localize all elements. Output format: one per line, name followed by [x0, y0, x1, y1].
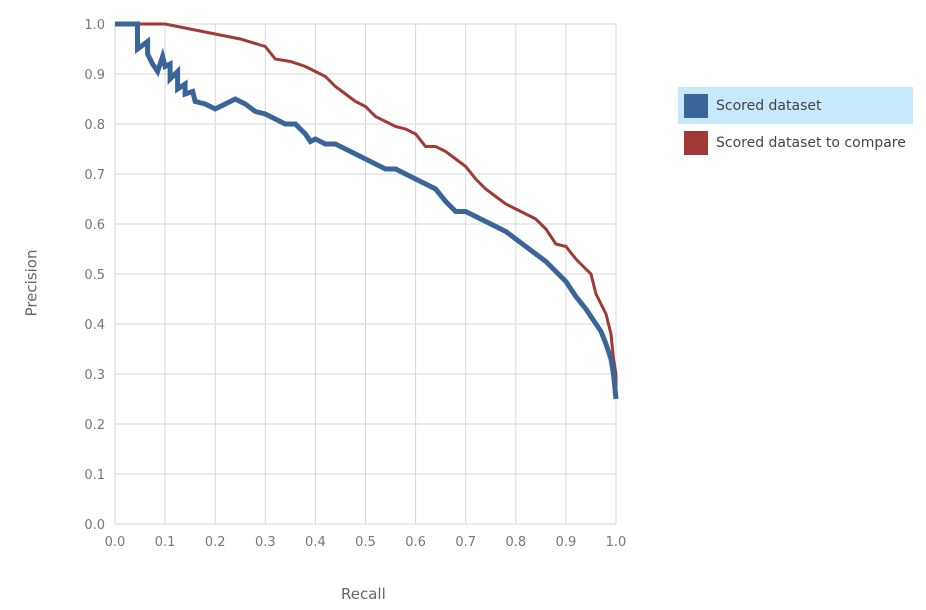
x-tick-label: 0.5	[355, 535, 376, 550]
y-tick-label: 0.6	[84, 218, 105, 233]
series-line-0[interactable]	[115, 21, 619, 400]
y-axis-title: Precision	[22, 249, 41, 317]
legend-swatch-scored-dataset	[684, 93, 708, 118]
y-tick-label: 0.4	[84, 318, 105, 333]
y-tick-label: 0.9	[84, 68, 105, 83]
x-tick-label: 0.1	[155, 535, 176, 550]
y-tick-label: 0.2	[84, 418, 105, 433]
tick-labels: 0.0 0.1 0.2 0.3 0.4 0.5 0.6 0.7 0.8 0.9 1.0 0.0 0.1 0…	[84, 18, 626, 550]
legend-item-scored-dataset-to-compare[interactable]: Scored dataset to compare	[678, 124, 913, 161]
x-tick-label: 0.2	[205, 535, 226, 550]
legend-label-scored-dataset: Scored dataset	[716, 97, 822, 114]
x-tick-label: 0.3	[255, 535, 276, 550]
x-tick-label: 0.0	[105, 535, 126, 550]
y-tick-label: 0.1	[84, 468, 105, 483]
legend-label-scored-dataset-to-compare: Scored dataset to compare	[716, 134, 906, 151]
x-tick-label: 0.7	[455, 535, 476, 550]
y-tick-label: 0.0	[84, 518, 105, 533]
series-lines	[115, 21, 619, 400]
grid	[114, 23, 617, 525]
x-tick-label: 0.8	[505, 535, 526, 550]
legend-swatch-scored-dataset-to-compare	[684, 130, 708, 155]
legend: Scored dataset Scored dataset to compare	[678, 87, 913, 161]
y-tick-label: 0.5	[84, 268, 105, 283]
x-tick-label: 0.6	[405, 535, 426, 550]
y-tick-label: 0.7	[84, 168, 105, 183]
x-axis-title: Recall	[341, 585, 386, 603]
y-tick-label: 1.0	[84, 18, 105, 33]
series-line-1[interactable]	[115, 22, 618, 399]
legend-item-scored-dataset[interactable]: Scored dataset	[678, 87, 913, 124]
y-tick-label: 0.3	[84, 368, 105, 383]
x-tick-label: 0.4	[305, 535, 326, 550]
x-tick-label: 1.0	[606, 535, 627, 550]
y-tick-label: 0.8	[84, 118, 105, 133]
x-tick-label: 0.9	[556, 535, 577, 550]
